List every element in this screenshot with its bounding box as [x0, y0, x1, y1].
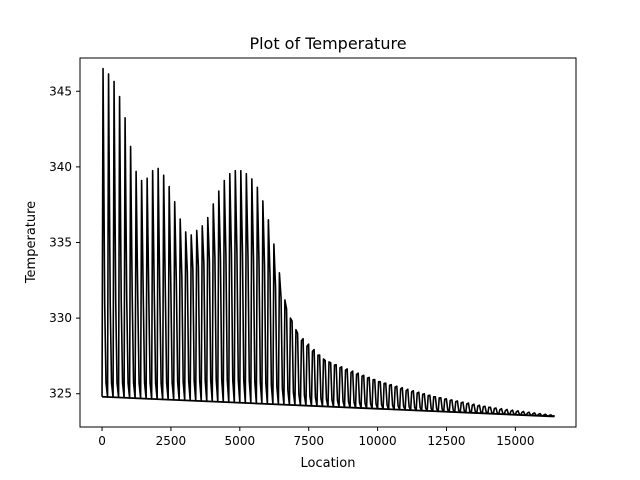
y-axis: 325 330 335 340 345	[49, 84, 80, 401]
y-tick-label: 345	[49, 84, 72, 98]
x-tick-label: 7500	[293, 434, 324, 448]
y-axis-label: Temperature	[24, 201, 39, 284]
x-tick-label: 0	[98, 434, 106, 448]
chart-title: Plot of Temperature	[249, 34, 406, 53]
temperature-baseline-line	[102, 395, 554, 418]
y-tick-label: 330	[49, 311, 72, 325]
x-tick-label: 2500	[156, 434, 187, 448]
y-tick-label: 325	[49, 387, 72, 401]
x-axis: 0 2500 5000 7500 10000 12500 15000	[98, 427, 534, 448]
x-tick-label: 5000	[225, 434, 256, 448]
x-axis-label: Location	[301, 456, 356, 471]
y-tick-label: 340	[49, 160, 72, 174]
x-tick-label: 10000	[359, 434, 397, 448]
plot-area	[101, 67, 555, 418]
x-tick-label: 15000	[496, 434, 534, 448]
x-tick-label: 12500	[427, 434, 465, 448]
y-tick-label: 335	[49, 236, 72, 250]
